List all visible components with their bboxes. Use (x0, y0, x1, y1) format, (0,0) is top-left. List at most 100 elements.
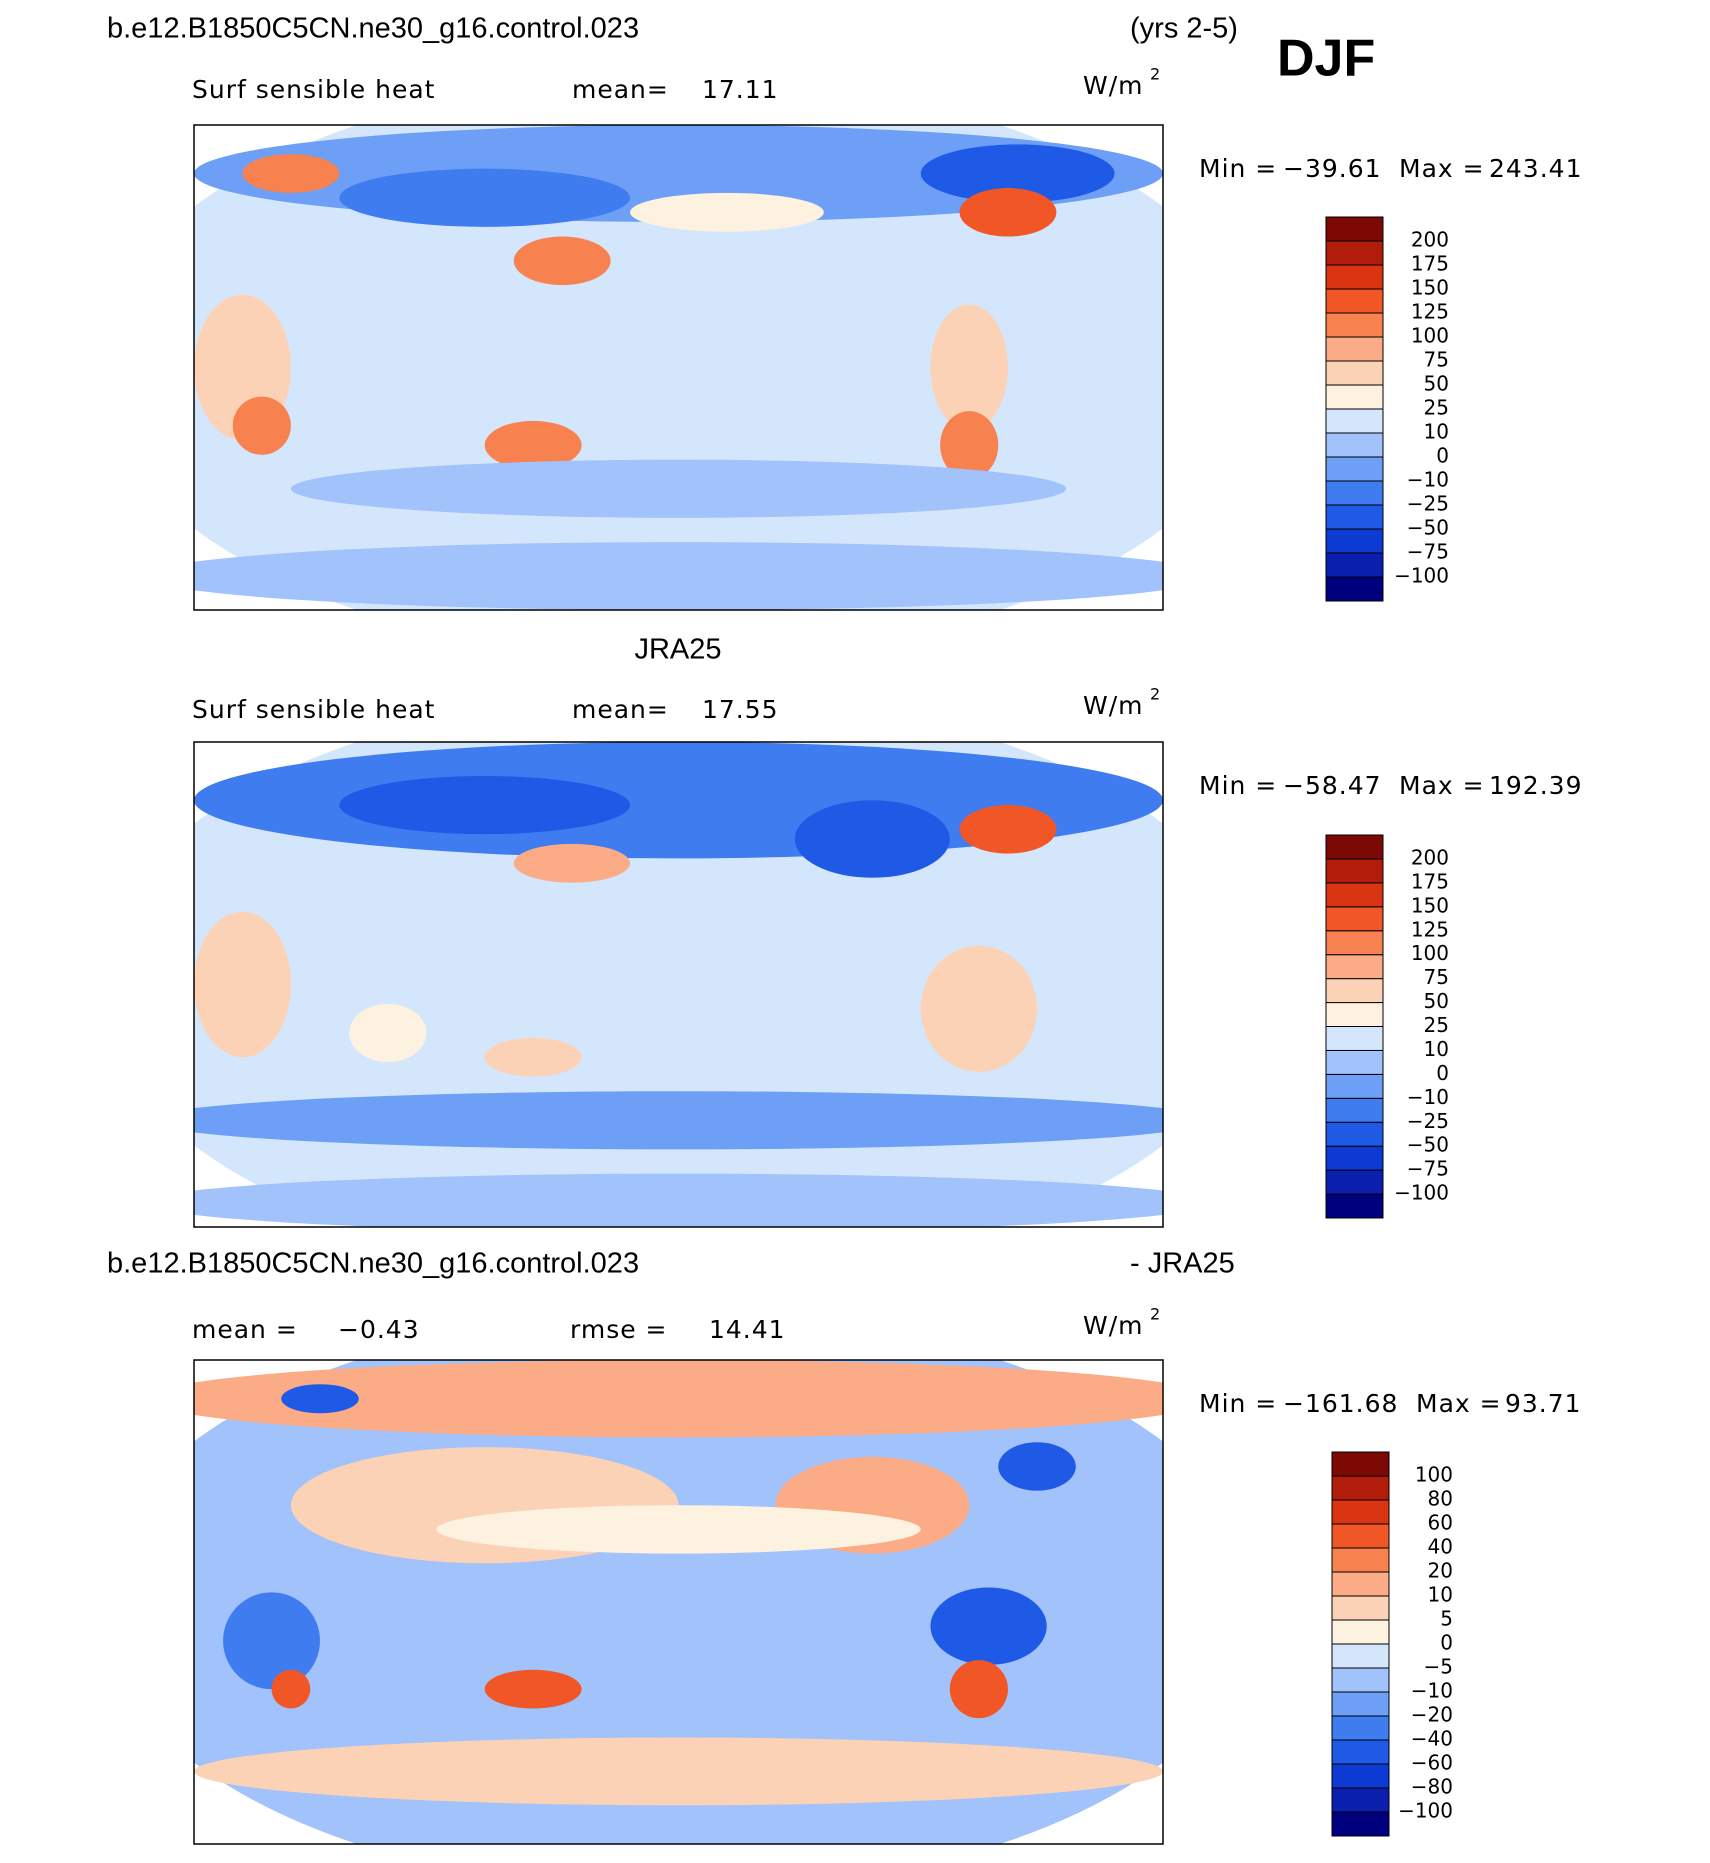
colorbar-label: −25 (1407, 492, 1449, 516)
colorbar-label: 200 (1411, 845, 1449, 869)
colorbar-label: 50 (1424, 372, 1449, 396)
colorbar-box (1331, 1739, 1390, 1765)
colorbar-label: 20 (1428, 1559, 1453, 1583)
map-frame (193, 1359, 1164, 1845)
field-region (513, 236, 611, 286)
colorbar-box (1325, 504, 1384, 530)
colorbar-box (1325, 858, 1384, 884)
colorbar-box (1331, 1571, 1390, 1597)
field-region (223, 1592, 320, 1690)
field-region (349, 1003, 427, 1063)
colorbar-box (1331, 1715, 1390, 1741)
colorbar-label: −75 (1407, 540, 1449, 564)
colorbar-box (1325, 216, 1384, 242)
colorbar-box (1325, 288, 1384, 314)
map-frame (193, 124, 1164, 611)
colorbar-label: 125 (1411, 300, 1449, 324)
colorbar-label: 25 (1424, 1013, 1449, 1037)
colorbar-label: 100 (1411, 324, 1449, 348)
colorbar-box (1331, 1667, 1390, 1693)
field-region (920, 945, 1038, 1072)
map-field (194, 1360, 1163, 1844)
colorbar-box (1325, 1097, 1384, 1123)
map-field (194, 125, 1163, 610)
colorbar-label: 25 (1424, 396, 1449, 420)
colorbar-box (1325, 978, 1384, 1004)
colorbar-box (1325, 1145, 1384, 1171)
colorbar-label: 10 (1424, 1037, 1449, 1061)
field-region (281, 1384, 359, 1414)
panel-title-right: - JRA25 (1130, 1248, 1235, 1280)
field-region (290, 459, 1067, 518)
colorbar-label: 0 (1436, 1061, 1449, 1085)
colorbar-box (1325, 954, 1384, 980)
field-region (242, 154, 340, 193)
field-region (232, 396, 291, 455)
field-region (194, 1737, 1163, 1806)
colorbar-box (1325, 1026, 1384, 1051)
colorbar-label: 175 (1411, 252, 1449, 276)
field-region (998, 1442, 1076, 1491)
colorbar-label: 175 (1411, 869, 1449, 893)
colorbar-box (1325, 456, 1384, 482)
units: W/m (1083, 691, 1144, 720)
stat-value: 14.41 (709, 1315, 786, 1344)
stat-label: mean= (572, 75, 669, 104)
panel-title: JRA25 (634, 634, 721, 666)
colorbar-box (1325, 1193, 1384, 1219)
colorbar-box (1325, 480, 1384, 506)
colorbar-box (1331, 1499, 1390, 1525)
colorbar-box (1325, 1073, 1384, 1099)
colorbar-box (1325, 1169, 1384, 1195)
colorbar-label: 75 (1424, 348, 1449, 372)
colorbar-box (1325, 384, 1384, 410)
colorbar-label: 60 (1428, 1511, 1453, 1535)
colorbar-box (1325, 930, 1384, 956)
colorbar-label: 10 (1428, 1583, 1453, 1607)
field-region (339, 168, 631, 227)
colorbar-box (1325, 834, 1384, 860)
colorbar-box (1325, 360, 1384, 386)
colorbar-box (1325, 906, 1384, 932)
colorbar-label: −10 (1411, 1679, 1453, 1703)
map (193, 741, 1164, 1228)
colorbar-label: 150 (1411, 893, 1449, 917)
field-region (194, 1091, 1163, 1150)
colorbar-label: −25 (1407, 1109, 1449, 1133)
units-sup: 2 (1150, 685, 1160, 704)
colorbar-label: 150 (1411, 276, 1449, 300)
map (193, 1359, 1164, 1845)
colorbar-label: 50 (1424, 989, 1449, 1013)
colorbar-label: 125 (1411, 917, 1449, 941)
panel-title: b.e12.B1850C5CN.ne30_g16.control.023 (107, 1248, 639, 1280)
colorbar-box (1325, 528, 1384, 554)
field-region (339, 775, 631, 835)
min-label: Min = (1199, 771, 1277, 800)
colorbar-label: −80 (1411, 1775, 1453, 1799)
colorbar-box (1325, 432, 1384, 458)
field-region (513, 843, 631, 883)
colorbar-label: −50 (1407, 1133, 1449, 1157)
colorbar-box (1331, 1643, 1390, 1669)
colorbar-label: −40 (1411, 1727, 1453, 1751)
colorbar-box (1331, 1475, 1390, 1501)
colorbar-label: 0 (1436, 444, 1449, 468)
colorbar-box (1325, 240, 1384, 266)
colorbar-label: 75 (1424, 965, 1449, 989)
field-region (436, 1505, 921, 1554)
max-label: Max = (1399, 154, 1485, 183)
map-frame (193, 741, 1164, 1228)
max-value: 192.39 (1489, 771, 1582, 800)
stat-value: 17.11 (702, 75, 779, 104)
colorbar-box (1325, 312, 1384, 338)
field-region (949, 1660, 1008, 1719)
colorbar-label: 40 (1428, 1535, 1453, 1559)
colorbar-label: −100 (1394, 1181, 1449, 1205)
colorbar-box (1331, 1547, 1390, 1573)
stat-label: rmse = (570, 1315, 668, 1344)
field-region (630, 192, 824, 232)
field-region (194, 542, 1163, 610)
colorbar-label: 10 (1424, 420, 1449, 444)
units: W/m (1083, 71, 1144, 100)
colorbar-label: −75 (1407, 1157, 1449, 1181)
